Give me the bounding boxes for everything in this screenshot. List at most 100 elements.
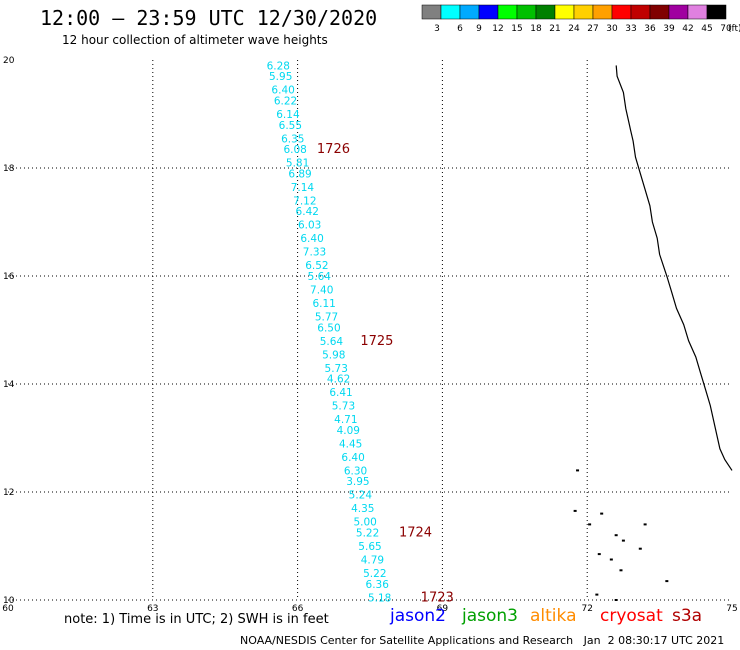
legend-swatch — [611, 4, 632, 20]
swh-value: 5.98 — [322, 349, 345, 361]
legend-swatch — [630, 4, 651, 20]
swh-value: 5.73 — [325, 363, 348, 375]
legend-label: 12 — [492, 24, 503, 34]
y-tick-label: 12 — [3, 488, 14, 498]
swh-value: 5.73 — [332, 401, 355, 413]
swh-value: 5.95 — [269, 71, 292, 83]
swh-value: 7.12 — [293, 195, 316, 207]
swh-value: 6.40 — [300, 233, 323, 245]
island-mark — [597, 553, 601, 556]
pass-labels: 1726 1725 1724 1723 — [317, 142, 454, 605]
page-subtitle: 12 hour collection of altimeter wave hei… — [62, 33, 328, 47]
y-tick-label: 20 — [3, 56, 15, 66]
legend-label: 45 — [701, 24, 712, 34]
legend-label: 9 — [476, 24, 482, 34]
swh-points: 6.285.956.406.226.146.556.356.085.816.89… — [267, 60, 392, 604]
swh-value: 6.55 — [279, 120, 302, 132]
legend-swatch — [459, 4, 480, 20]
pass-number: 1724 — [399, 526, 432, 541]
legend-label: 6 — [457, 24, 463, 34]
island-mark — [665, 580, 669, 583]
legend-swatch — [421, 4, 442, 20]
x-tick-label: 60 — [2, 604, 14, 614]
swh-value: 7.14 — [291, 182, 315, 194]
swh-value: 6.11 — [312, 298, 335, 310]
swh-value: 3.95 — [346, 476, 369, 488]
x-tick-label: 69 — [437, 604, 449, 614]
swh-value: 5.22 — [356, 528, 379, 540]
swh-value: 6.30 — [344, 465, 367, 477]
legend-swatch — [668, 4, 689, 20]
swh-value: 5.64 — [320, 336, 344, 348]
swh-value: 7.40 — [310, 285, 333, 297]
island-mark — [621, 539, 625, 542]
satellite-label: cryosat — [600, 606, 663, 626]
swh-value: 6.08 — [283, 144, 306, 156]
legend-swatch — [535, 4, 556, 20]
island-mark — [576, 469, 580, 472]
swh-value: 6.36 — [366, 579, 390, 591]
island-mark — [573, 509, 577, 512]
swh-value: 5.18 — [368, 592, 391, 604]
island-mark — [643, 523, 647, 526]
y-tick-label: 10 — [3, 596, 15, 606]
x-tick-label: 75 — [726, 604, 737, 614]
legend-label: 24 — [568, 24, 580, 34]
legend-unit: (ft) — [728, 24, 740, 34]
island-mark — [638, 547, 642, 550]
x-tick-label: 72 — [581, 604, 592, 614]
swh-value: 4.09 — [337, 425, 360, 437]
swh-value: 5.65 — [358, 541, 381, 553]
legend-label: 15 — [511, 24, 522, 34]
axis-ticks: 60 63 66 69 72 75 10 12 14 16 18 20 — [2, 56, 737, 614]
satellite-label: jason3 — [462, 606, 518, 626]
legend-swatch — [478, 4, 499, 20]
swh-value: 4.45 — [339, 438, 362, 450]
legend-swatch — [554, 4, 575, 20]
legend-swatch — [687, 4, 708, 20]
pass-number: 1723 — [421, 590, 454, 605]
y-tick-label: 14 — [3, 380, 15, 390]
swh-value: 6.50 — [317, 322, 340, 334]
swh-value: 6.41 — [329, 387, 352, 399]
map-grid — [8, 60, 732, 601]
swh-value: 5.00 — [353, 517, 376, 529]
legend-swatch — [440, 4, 461, 20]
pass-number: 1725 — [360, 334, 393, 349]
coastline-path — [615, 65, 733, 471]
coastline — [573, 65, 733, 601]
legend-label: 36 — [644, 24, 656, 34]
legend-label: 33 — [625, 24, 636, 34]
swh-value: 6.03 — [298, 220, 321, 232]
swh-value: 7.33 — [303, 247, 326, 259]
legend-swatch — [573, 4, 594, 20]
satellite-label: jason2 — [390, 606, 446, 626]
y-tick-label: 18 — [3, 164, 15, 174]
swh-value: 4.71 — [334, 414, 357, 426]
island-mark — [614, 534, 618, 537]
legend-swatch — [649, 4, 670, 20]
legend-swatch — [497, 4, 518, 20]
swh-value: 5.64 — [308, 271, 332, 283]
satellite-label: altika — [530, 606, 577, 626]
island-mark — [600, 512, 604, 515]
swh-value: 5.24 — [349, 490, 373, 502]
legend-label: 27 — [587, 24, 598, 34]
swh-value: 4.62 — [327, 374, 350, 386]
legend-swatch — [706, 4, 727, 20]
legend-label: 70 — [720, 24, 732, 34]
island-mark — [609, 558, 613, 561]
x-tick-label: 63 — [147, 604, 158, 614]
swh-value: 5.22 — [363, 568, 386, 580]
page-title: 12:00 – 23:59 UTC 12/30/2020 — [40, 6, 378, 30]
satellite-label: s3a — [672, 606, 703, 626]
swh-value: 4.35 — [351, 503, 374, 515]
swh-value: 5.77 — [315, 312, 338, 324]
legend-label: 21 — [549, 24, 560, 34]
swh-value: 5.81 — [286, 158, 309, 170]
legend-swatch — [592, 4, 613, 20]
swh-value: 6.40 — [341, 452, 364, 464]
legend-label: 18 — [530, 24, 542, 34]
swh-value: 6.14 — [276, 109, 300, 121]
